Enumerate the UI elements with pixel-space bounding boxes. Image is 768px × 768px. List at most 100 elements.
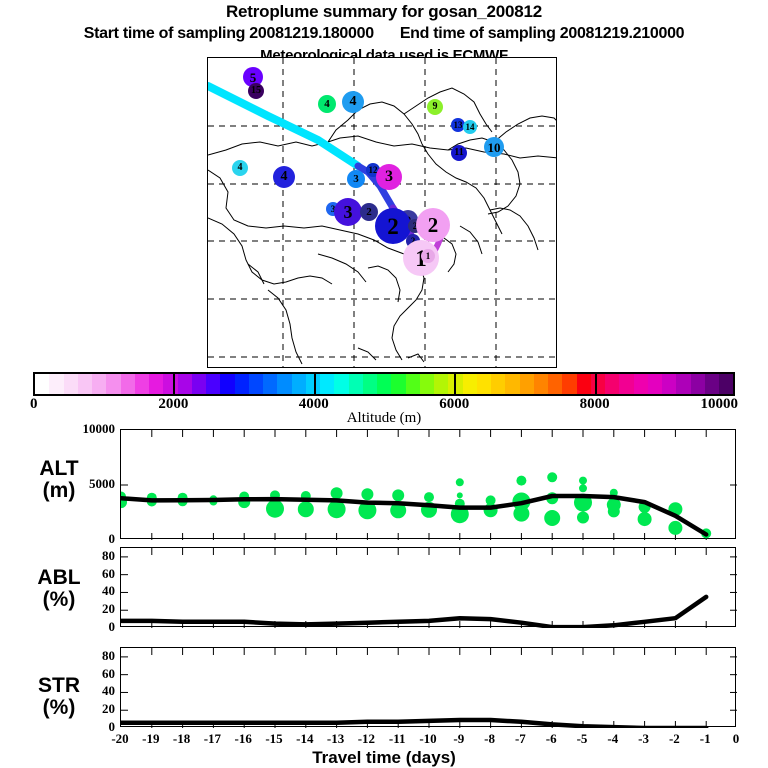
colorbar-swatch — [77, 374, 92, 394]
map-marker[interactable]: 4 — [232, 160, 248, 176]
alt-scatter-point — [327, 500, 346, 519]
alt-scatter-point — [544, 510, 561, 526]
alt-scatter-point — [485, 495, 496, 506]
colorbar-swatch — [704, 374, 719, 394]
alt-scatter-point — [455, 478, 464, 487]
colorbar-swatch — [206, 374, 221, 394]
abl-plot-graphics — [121, 548, 737, 628]
map-marker[interactable]: 13 — [451, 118, 465, 132]
map-marker[interactable]: 9 — [427, 99, 443, 115]
map-graphics — [208, 58, 556, 367]
x-axis-title: Travel time (days) — [312, 748, 456, 767]
colorbar-swatch — [63, 374, 78, 394]
colorbar-swatch — [562, 374, 577, 394]
abl-plot-panel[interactable] — [120, 547, 737, 628]
alt-scatter-point — [456, 492, 463, 499]
str-line — [121, 717, 709, 728]
map-marker[interactable]: 4 — [273, 166, 295, 188]
abl-row-label: ABL (%) — [4, 566, 114, 611]
colorbar-swatch — [533, 374, 548, 394]
x-tick-label: -14 — [296, 731, 314, 746]
colorbar-swatch — [462, 374, 477, 394]
map-marker[interactable]: 10 — [484, 137, 504, 157]
colorbar-swatch — [519, 374, 534, 394]
x-tick-label: -15 — [265, 731, 283, 746]
y-tick-label: 20 — [102, 601, 115, 617]
map-marker[interactable]: 5 — [243, 67, 263, 87]
colorbar-axis-title: Altitude (m) — [346, 410, 422, 426]
alt-scatter-point — [609, 488, 618, 497]
alt-scatter-point — [637, 512, 652, 527]
map-marker[interactable]: 1 — [421, 249, 435, 263]
colorbar-swatch — [92, 374, 107, 394]
colorbar-swatch — [377, 374, 392, 394]
y-tick-label: 60 — [102, 565, 115, 581]
map-marker[interactable]: 4 — [318, 95, 336, 113]
colorbar-swatch — [305, 374, 320, 394]
x-tick-label: -17 — [203, 731, 222, 746]
colorbar-swatch — [348, 374, 363, 394]
colorbar-swatch — [719, 374, 734, 394]
end-time-label: End time of sampling 20081219.210000 — [399, 25, 685, 42]
colorbar-swatch — [362, 374, 377, 394]
map-marker[interactable]: 2 — [375, 208, 411, 244]
colorbar-tick-labels: 0 2000 4000 6000 8000 10000 — [0, 396, 768, 416]
map-marker[interactable]: 2 — [416, 208, 450, 242]
colorbar-swatch — [662, 374, 677, 394]
alt-scatter-point — [424, 492, 434, 503]
map-marker[interactable]: 2 — [360, 203, 378, 221]
x-tick-label: -13 — [326, 731, 345, 746]
x-tick-label: -1 — [699, 731, 711, 746]
x-tick-label: -10 — [419, 731, 437, 746]
map-marker[interactable]: 15 — [248, 83, 264, 99]
alt-row-label: ALT (m) — [4, 457, 114, 502]
colorbar-tick-label: 4000 — [298, 396, 329, 412]
map-marker[interactable]: 11 — [451, 145, 467, 161]
x-tick-label: -3 — [638, 731, 650, 746]
map-marker[interactable]: 3 — [334, 198, 362, 226]
x-tick-label: -19 — [142, 731, 160, 746]
retroplume-map[interactable]: 515449131410114412333322222211 — [207, 57, 557, 368]
colorbar-swatch — [647, 374, 662, 394]
colorbar-swatch — [605, 374, 620, 394]
sampling-time-line: Start time of sampling 20081219.180000 En… — [0, 25, 768, 43]
altitude-colorbar[interactable] — [33, 372, 735, 396]
colorbar-tick-label: 8000 — [579, 396, 610, 412]
str-row-label: STR (%) — [4, 674, 114, 719]
str-plot-graphics — [121, 648, 737, 728]
colorbar-tick-label: 10000 — [700, 396, 739, 412]
map-marker[interactable]: 3 — [347, 170, 365, 188]
x-tick-label: -20 — [111, 731, 129, 746]
colorbar-swatch — [576, 374, 591, 394]
map-marker-layer: 515449131410114412333322222211 — [208, 58, 556, 367]
x-tick-label: -4 — [607, 731, 619, 746]
coastlines — [208, 87, 556, 365]
x-tick-label: -2 — [668, 731, 680, 746]
x-tick-label: -7 — [514, 731, 526, 746]
colorbar-swatch — [491, 374, 506, 394]
str-plot-panel[interactable] — [120, 647, 737, 728]
colorbar-swatch — [405, 374, 420, 394]
map-marker[interactable]: 14 — [463, 120, 477, 134]
colorbar-tick-label: 6000 — [439, 396, 470, 412]
alt-scatter-point — [516, 475, 527, 486]
alt-plot-panel[interactable] — [120, 429, 737, 540]
alt-scatter-point — [513, 505, 530, 522]
colorbar-swatch — [419, 374, 434, 394]
abl-line — [121, 594, 709, 628]
colorbar-swatch — [234, 374, 249, 394]
alt-scatter-point — [577, 511, 589, 524]
colorbar-swatch — [134, 374, 149, 394]
map-marker[interactable]: 3 — [376, 164, 402, 190]
alt-scatter-point — [361, 488, 374, 501]
y-tick-label: 80 — [102, 647, 115, 663]
y-tick-label: 80 — [102, 547, 115, 563]
x-tick-label: -6 — [545, 731, 557, 746]
alt-scatter-point — [266, 499, 284, 518]
y-tick-label: 40 — [102, 583, 115, 599]
map-marker[interactable]: 4 — [342, 91, 364, 113]
colorbar-swatch — [177, 374, 192, 394]
colorbar-swatch — [505, 374, 520, 394]
colorbar-swatch — [334, 374, 349, 394]
colorbar-swatch — [391, 374, 406, 394]
